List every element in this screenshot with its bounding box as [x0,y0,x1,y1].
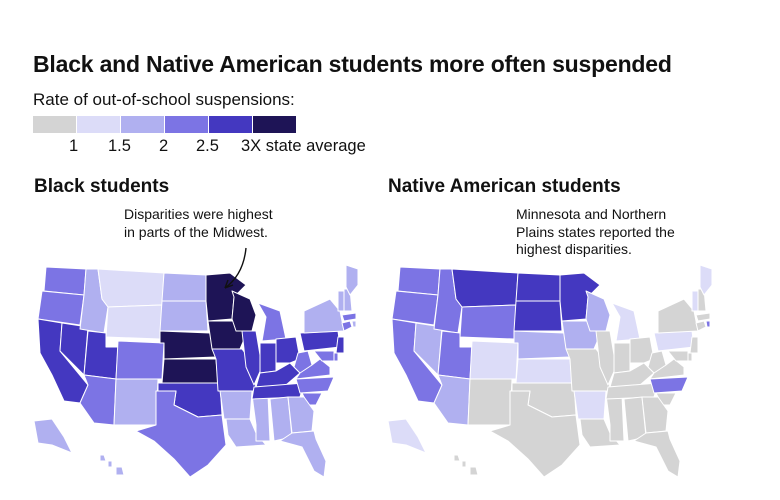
state-wa [397,266,441,296]
state-sd [159,300,209,332]
state-ne [159,330,217,360]
state-md [313,350,335,362]
state-nc [649,376,689,394]
state-ma [341,312,357,322]
legend-swatch-2 [121,116,164,133]
legend-scale [33,116,297,133]
legend-swatch-1 [77,116,120,133]
state-vt [337,290,345,312]
state-ut [83,330,119,380]
state-nj [689,336,699,354]
state-mi [257,302,287,342]
legend-swatch-0 [33,116,76,133]
state-me [699,264,713,296]
state-ny [657,298,699,334]
state-wa [43,266,87,296]
state-hi [99,454,125,476]
state-ar [219,390,253,420]
legend-swatch-3 [165,116,208,133]
state-ks [161,358,219,384]
state-ne [513,330,571,360]
state-de [687,352,693,362]
state-nm [467,378,513,426]
legend-label: Rate of out-of-school suspensions: [33,90,295,109]
panel-title-black: Black students [34,176,170,197]
state-nd [161,272,207,302]
map-black-students [33,264,359,478]
state-wi [585,290,611,332]
state-wy [105,304,163,340]
state-ga [641,396,669,434]
state-ak [387,418,427,454]
state-mt [451,268,519,308]
state-tx [489,390,581,478]
state-vt [691,290,699,312]
state-pa [653,330,695,352]
state-ri [705,320,711,328]
state-ut [437,330,473,380]
state-ak [33,418,73,454]
state-pa [299,330,341,352]
state-co [115,340,165,380]
state-sd [513,300,563,332]
legend-tick-4: 3X state average [241,137,366,155]
legend-tick-1: 1.5 [108,137,131,155]
state-il [595,330,617,386]
state-in [259,342,277,374]
state-de [333,352,339,362]
state-in [613,342,631,374]
chart-title: Black and Native American students more … [33,51,672,77]
legend-ticks: 1 1.5 2 2.5 3X state average [33,137,393,159]
state-ct [341,320,353,332]
state-fl [279,430,327,478]
state-ar [573,390,607,420]
legend-tick-0: 1 [69,137,79,155]
state-wy [459,304,517,340]
legend-swatch-5 [253,116,296,133]
state-il [241,330,263,386]
legend-swatch-4 [209,116,252,133]
state-oh [275,336,301,364]
annotation-black: Disparities were highest in parts of the… [124,206,273,240]
state-ga [287,396,315,434]
state-md [667,350,689,362]
state-mi [611,302,641,342]
state-nc [295,376,335,394]
state-ny [303,298,345,334]
state-nd [515,272,561,302]
state-wi [231,290,257,332]
legend-tick-3: 2.5 [196,137,219,155]
state-mt [97,268,165,308]
state-fl [633,430,681,478]
state-ks [515,358,573,384]
state-ri [351,320,357,328]
state-nj [335,336,345,354]
state-ct [695,320,707,332]
panel-title-native: Native American students [388,176,621,197]
state-me [345,264,359,296]
legend-tick-2: 2 [159,137,169,155]
state-hi [453,454,479,476]
map-native-students [387,264,713,478]
state-tx [135,390,227,478]
state-oh [629,336,655,364]
state-nm [113,378,159,426]
state-ma [695,312,711,322]
state-co [469,340,519,380]
annotation-native: Minnesota and Northern Plains states rep… [516,206,675,257]
